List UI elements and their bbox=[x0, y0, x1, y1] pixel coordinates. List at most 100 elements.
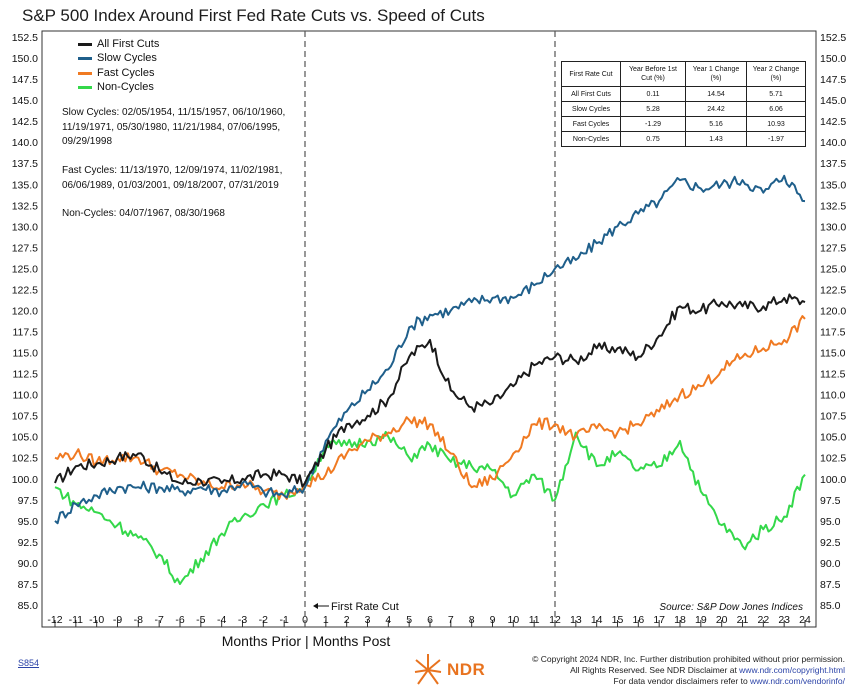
vendor-line: For data vendor disclaimers refer to www… bbox=[532, 676, 846, 687]
x-tick-label: -6 bbox=[175, 614, 184, 626]
y-tick-label: 97.5 bbox=[18, 495, 39, 507]
first-rate-cut-annotation: First Rate Cut bbox=[313, 601, 399, 613]
series-line bbox=[54, 315, 806, 501]
legend-label: Non-Cycles bbox=[97, 81, 154, 94]
table-header: Year 2 Change (%) bbox=[746, 61, 806, 87]
y-tick-label: 137.5 bbox=[820, 158, 846, 170]
y-tick-label: 112.5 bbox=[820, 369, 846, 381]
table-cell: Non-Cycles bbox=[561, 131, 621, 147]
y-tick-label: 137.5 bbox=[12, 158, 38, 170]
x-tick-label: -2 bbox=[259, 614, 268, 626]
table-header-row: First Rate Cut Year Before 1st Cut (%) Y… bbox=[561, 61, 806, 87]
y-tick-label: 152.5 bbox=[820, 32, 846, 44]
y-tick-label: 107.5 bbox=[820, 411, 846, 423]
legend-item: Slow Cycles bbox=[78, 52, 159, 67]
table-cell: 0.75 bbox=[620, 131, 686, 147]
footer-disclaimer: © Copyright 2024 NDR, Inc. Further distr… bbox=[532, 654, 845, 687]
x-tick-label: -11 bbox=[69, 614, 84, 626]
chart-title: S&P 500 Index Around First Fed Rate Cuts… bbox=[22, 6, 485, 25]
x-tick-label: 12 bbox=[549, 614, 561, 626]
table-cell: 10.93 bbox=[746, 116, 806, 132]
table-header: Year Before 1st Cut (%) bbox=[620, 61, 686, 87]
y-tick-label: 140.0 bbox=[12, 137, 38, 149]
ndr-logo: NDR bbox=[413, 652, 485, 688]
y-tick-label: 87.5 bbox=[18, 579, 39, 591]
x-tick-label: 11 bbox=[529, 614, 540, 626]
y-tick-label: 130.0 bbox=[12, 221, 38, 233]
legend-label: Slow Cycles bbox=[97, 52, 157, 65]
x-tick-label: 16 bbox=[632, 614, 644, 626]
x-tick-label: 14 bbox=[591, 614, 603, 626]
x-tick-label: 5 bbox=[406, 614, 412, 626]
x-tick-label: 2 bbox=[344, 614, 350, 626]
y-tick-label: 132.5 bbox=[12, 200, 38, 212]
source-label: Source: S&P Dow Jones Indices bbox=[659, 602, 803, 613]
y-tick-label: 135.0 bbox=[820, 179, 846, 191]
legend-item: Non-Cycles bbox=[78, 81, 159, 96]
copyright-line: © Copyright 2024 NDR, Inc. Further distr… bbox=[532, 654, 845, 664]
y-tick-label: 90.0 bbox=[820, 558, 841, 570]
x-axis-title: Months Prior | Months Post bbox=[221, 633, 391, 649]
x-tick-label: 20 bbox=[716, 614, 728, 626]
y-tick-label: 122.5 bbox=[820, 284, 846, 296]
x-tick-label: 21 bbox=[737, 614, 749, 626]
chart-code-link[interactable]: S854 bbox=[18, 658, 40, 668]
y-tick-label: 102.5 bbox=[820, 453, 846, 465]
x-tick-label: 22 bbox=[757, 614, 769, 626]
y-tick-label: 115.0 bbox=[13, 348, 39, 360]
ndr-logo-icon bbox=[414, 654, 442, 685]
stats-table: First Rate Cut Year Before 1st Cut (%) Y… bbox=[561, 61, 806, 147]
y-tick-label: 90.0 bbox=[18, 558, 39, 570]
legend-swatch bbox=[78, 71, 92, 75]
first-rate-cut-label: First Rate Cut bbox=[331, 601, 399, 613]
x-tick-label: -1 bbox=[279, 614, 288, 626]
table-cell: 5.71 bbox=[746, 86, 806, 102]
x-tick-label: -12 bbox=[47, 614, 62, 626]
x-tick-label: 0 bbox=[302, 614, 308, 626]
vendor-link[interactable]: www.ndr.com/vendorinfo/ bbox=[750, 676, 845, 686]
y-tick-label: 100.0 bbox=[12, 474, 38, 486]
table-row: All First Cuts 0.11 14.54 5.71 bbox=[561, 86, 806, 102]
x-tick-label: -9 bbox=[113, 614, 122, 626]
table-row: Slow Cycles 5.28 24.42 6.06 bbox=[561, 101, 806, 117]
legend: All First Cuts Slow Cycles Fast Cycles N… bbox=[78, 37, 159, 95]
y-tick-label: 130.0 bbox=[820, 221, 846, 233]
x-tick-label: -5 bbox=[196, 614, 205, 626]
x-tick-label: -7 bbox=[154, 614, 163, 626]
disclaimer-line: All Rights Reserved. See NDR Disclaimer … bbox=[532, 665, 845, 676]
x-tick-label: 18 bbox=[674, 614, 686, 626]
table-header: Year 1 Change (%) bbox=[685, 61, 747, 87]
non-cycles-note: Non-Cycles: 04/07/1967, 08/30/1968 bbox=[62, 208, 225, 219]
y-tick-label: 147.5 bbox=[12, 74, 38, 86]
legend-swatch bbox=[78, 42, 92, 46]
legend-label: All First Cuts bbox=[97, 37, 160, 50]
arrow-head-icon bbox=[313, 603, 318, 609]
y-tick-label: 145.0 bbox=[12, 95, 38, 107]
series-lines bbox=[54, 174, 806, 585]
x-tick-label: 10 bbox=[507, 614, 519, 626]
x-tick-label: 4 bbox=[385, 614, 391, 626]
table-row: Non-Cycles 0.75 1.43 -1.97 bbox=[561, 131, 806, 147]
y-tick-label: 147.5 bbox=[820, 74, 846, 86]
y-tick-label: 85.0 bbox=[18, 600, 39, 612]
table-cell: Fast Cycles bbox=[561, 116, 621, 132]
y-tick-label: 115.0 bbox=[820, 348, 846, 360]
table-cell: 5.16 bbox=[685, 116, 747, 132]
legend-item: All First Cuts bbox=[78, 37, 159, 52]
y-axis-left: 85.0 87.5 90.0 92.5 95.0 97.5 100.0 102.5 105.0 1… bbox=[12, 32, 38, 612]
x-tick-label: 13 bbox=[570, 614, 582, 626]
legend-swatch bbox=[78, 57, 92, 61]
series-line bbox=[54, 293, 806, 488]
copyright-link[interactable]: www.ndr.com/copyright.html bbox=[739, 665, 845, 675]
y-tick-label: 152.5 bbox=[12, 32, 38, 44]
y-tick-label: 105.0 bbox=[820, 432, 846, 444]
legend-label: Fast Cycles bbox=[97, 66, 155, 79]
x-tick-label: 17 bbox=[653, 614, 665, 626]
y-tick-label: 120.0 bbox=[820, 305, 846, 317]
y-tick-label: 95.0 bbox=[18, 516, 39, 528]
y-tick-label: 150.0 bbox=[12, 53, 38, 65]
table-cell: -1.97 bbox=[746, 131, 806, 147]
y-tick-label: 122.5 bbox=[12, 284, 38, 296]
x-tick-label: 6 bbox=[427, 614, 433, 626]
